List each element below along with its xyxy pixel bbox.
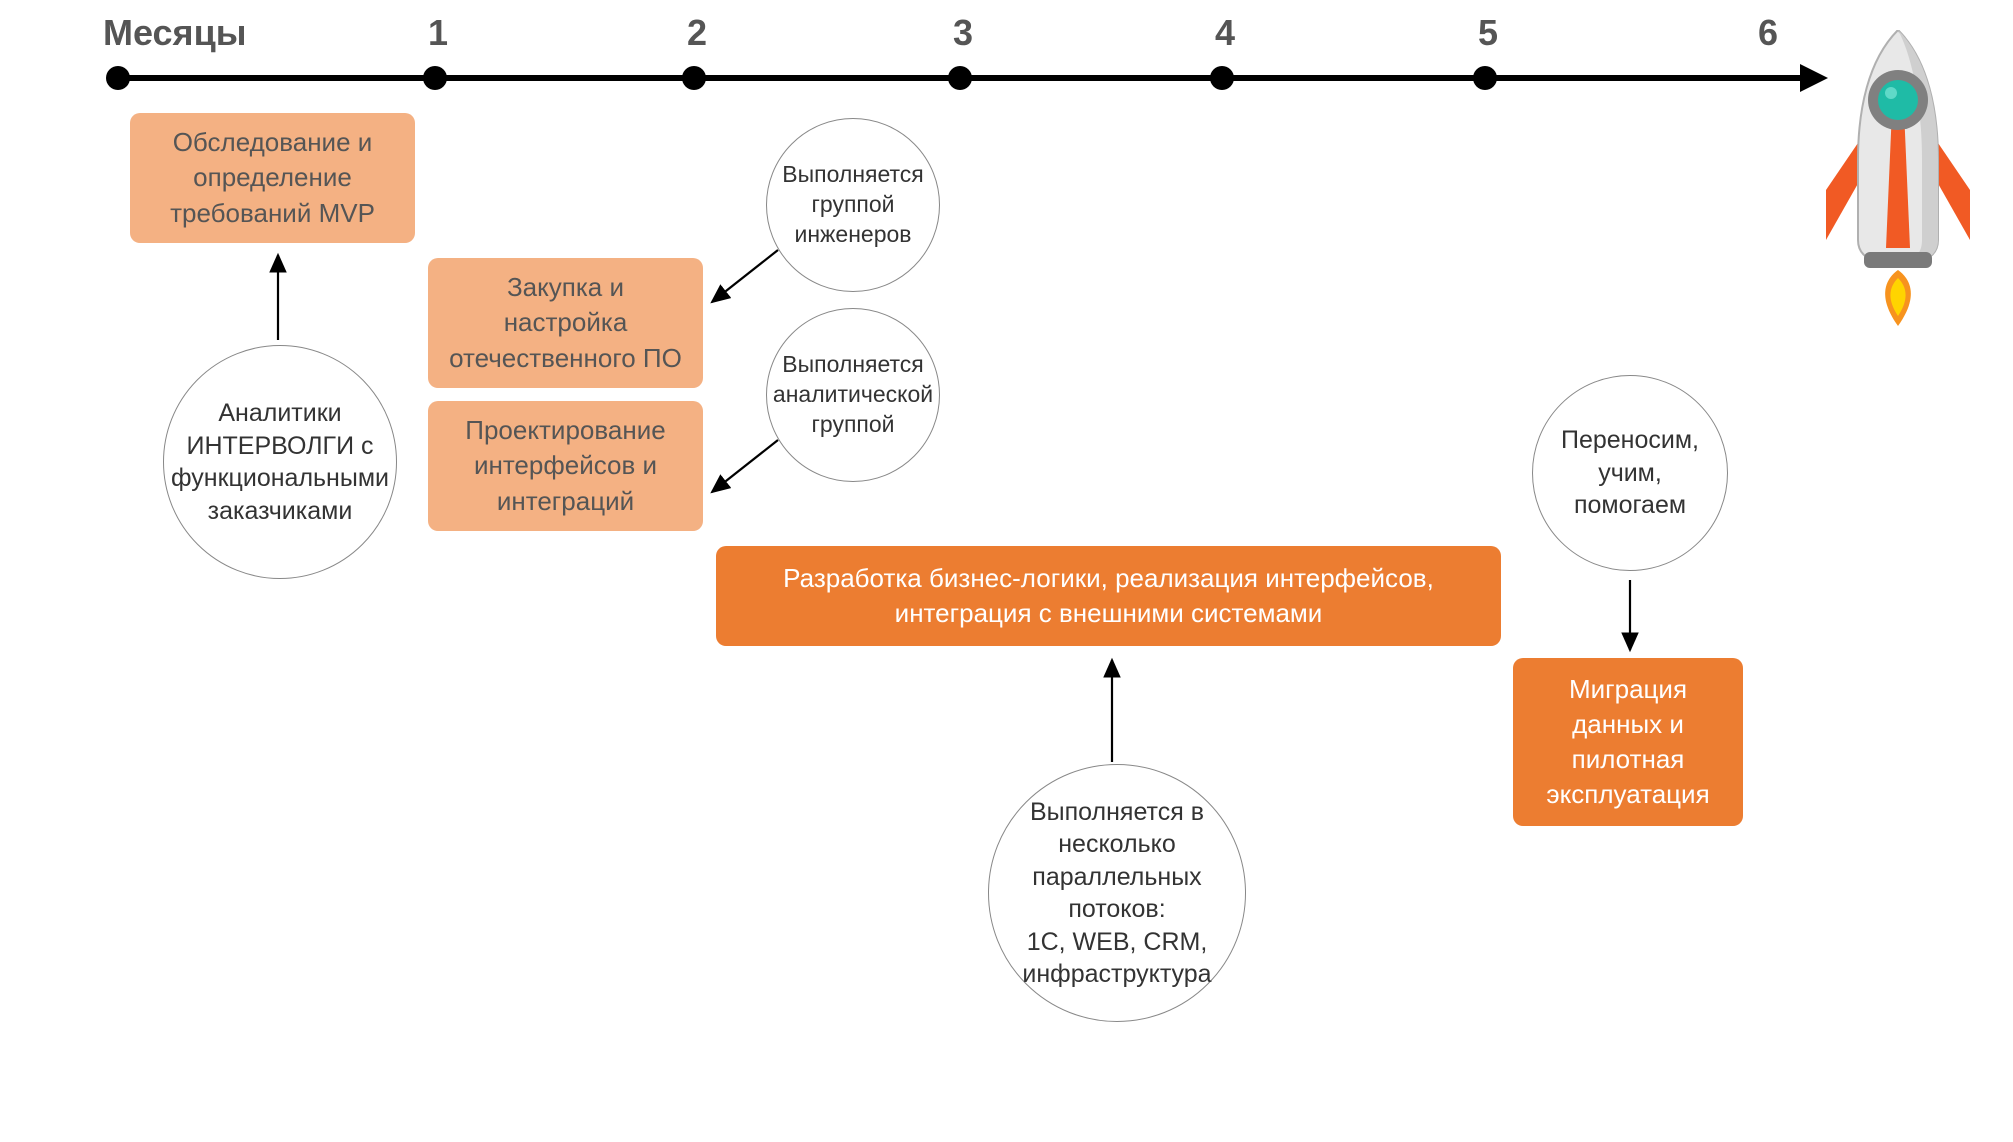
connector-arrows	[0, 0, 2013, 1142]
rocket-icon	[1818, 30, 1978, 330]
timeline-diagram: Месяцы 1 2 3 4 5 6 Обследование и опреде…	[0, 0, 2013, 1142]
